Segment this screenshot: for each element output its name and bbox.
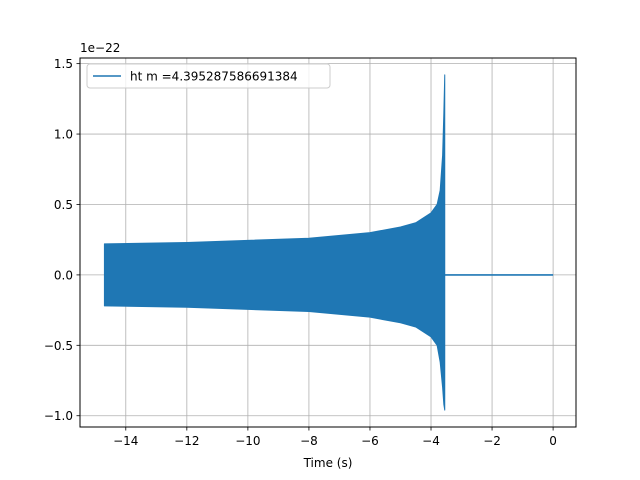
axes-frame <box>79 57 577 428</box>
x-tick-label: −6 <box>361 434 379 448</box>
x-tick-label: −2 <box>483 434 501 448</box>
x-axis: −14 −12 −10 −8 −6 −4 −2 0 <box>113 427 557 448</box>
x-axis-label: Time (s) <box>303 456 353 470</box>
y-tick-label: 1.0 <box>54 128 73 142</box>
legend: ht m =4.395287586691384 <box>86 63 331 89</box>
y-tick-label: −1.0 <box>44 409 73 423</box>
y-tick-label: −0.5 <box>44 339 73 353</box>
legend-entry: ht m =4.395287586691384 <box>130 70 298 84</box>
waveform-oscillation-envelope <box>103 74 446 411</box>
y-axis: −1.0 −0.5 0.0 0.5 1.0 1.5 <box>44 57 80 423</box>
y-tick-label: 0.0 <box>54 268 73 282</box>
y-tick-label: 0.5 <box>54 198 73 212</box>
x-tick-label: −14 <box>113 434 138 448</box>
plot-area <box>103 74 554 411</box>
x-tick-label: −12 <box>174 434 199 448</box>
x-tick-label: −4 <box>422 434 440 448</box>
x-tick-label: −10 <box>235 434 260 448</box>
x-tick-label: −8 <box>300 434 318 448</box>
y-tick-label: 1.5 <box>54 57 73 71</box>
legend-box <box>86 63 331 89</box>
y-offset-label: 1e−22 <box>80 41 120 55</box>
x-tick-label: 0 <box>549 434 557 448</box>
